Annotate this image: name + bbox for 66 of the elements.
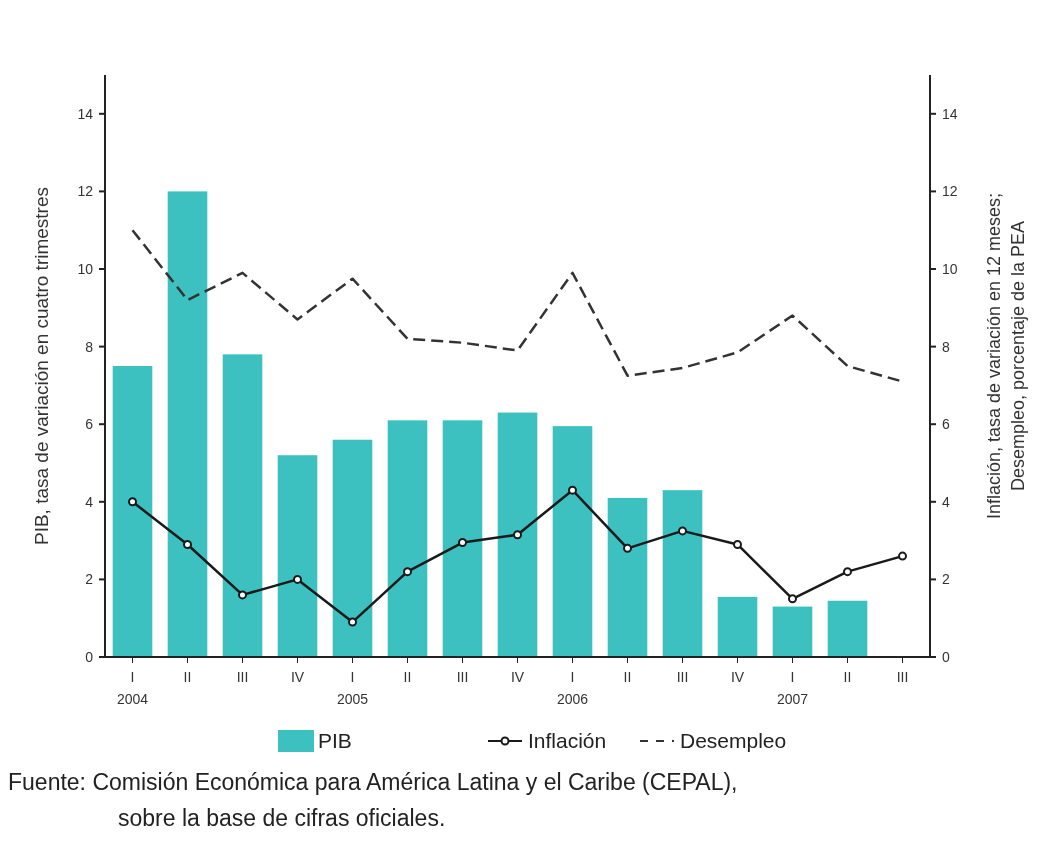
- x-tick-label: IV: [730, 669, 745, 685]
- point: [623, 543, 632, 553]
- bar: [497, 412, 538, 657]
- point: [898, 551, 907, 561]
- point: [403, 567, 412, 577]
- x-tick-label: II: [623, 669, 632, 685]
- legend-label: Desempleo: [680, 729, 787, 753]
- bar: [607, 497, 648, 657]
- x-tick-label: I 2005: [336, 669, 369, 707]
- x-tick-label: II: [183, 669, 192, 685]
- point: [348, 617, 357, 627]
- y2-tick-label: 6: [942, 416, 950, 433]
- x-tick-label: I 2007: [776, 669, 809, 707]
- x-tick-label: III: [896, 669, 909, 685]
- bar: [167, 191, 208, 657]
- y2-tick-label: 0: [942, 648, 950, 665]
- bar: [387, 420, 428, 657]
- bar: [772, 606, 813, 657]
- point: [183, 539, 192, 549]
- y-axis-title: PIB, tasa de variación en cuatro trimestres: [31, 187, 52, 545]
- y-tick-label: 4: [85, 493, 94, 510]
- x-tick-label: I 2004: [116, 669, 149, 707]
- point: [733, 539, 742, 549]
- point: [128, 497, 137, 507]
- y-tick-label: 8: [85, 338, 94, 355]
- bar: [662, 490, 703, 657]
- x-tick-label: IV: [290, 669, 305, 685]
- y2-tick-label: 4: [942, 493, 950, 510]
- bar: [827, 600, 868, 657]
- source-note: Fuente: Comisión Económica para América Latina y el Caribe (CEPAL), sobre la base de cifras oficiales.: [8, 769, 738, 831]
- x-tick-label: II: [843, 669, 852, 685]
- bar: [277, 455, 318, 657]
- y-tick-label: 12: [77, 183, 94, 200]
- y2-tick-label: 10: [942, 260, 958, 277]
- x-tick-label: III: [676, 669, 689, 685]
- y2-tick-label: 2: [942, 571, 950, 588]
- y2-tick-label: 8: [942, 338, 950, 355]
- point: [678, 526, 687, 536]
- legend-label: Inflación: [528, 729, 607, 753]
- point: [458, 538, 467, 548]
- bar: [332, 439, 373, 657]
- x-tick-label: III: [456, 669, 469, 685]
- bar: [222, 354, 263, 657]
- point: [293, 574, 302, 584]
- bar: [717, 596, 758, 657]
- x-tick-label: I 2006: [556, 669, 589, 707]
- x-tick-label: II: [403, 669, 412, 685]
- point: [238, 590, 247, 600]
- y2-tick-label: 12: [942, 183, 958, 200]
- point: [513, 530, 522, 540]
- y-tick-label: 0: [85, 648, 94, 665]
- bar: [552, 426, 593, 657]
- legend-label: PIB: [318, 729, 352, 753]
- bar: [112, 366, 153, 657]
- y-tick-label: 6: [85, 416, 94, 433]
- point: [568, 485, 577, 495]
- x-tick-label: IV: [510, 669, 525, 685]
- bar: [442, 420, 483, 657]
- y-tick-label: 2: [85, 571, 94, 588]
- y-tick-label: 10: [77, 260, 94, 277]
- y2-tick-label: 14: [942, 105, 958, 122]
- y-tick-label: 14: [77, 105, 94, 122]
- y2-axis-title: Inflación, tasa de variación en 12 meses; Desempleo, porcentaje de la PEA: [984, 192, 1028, 520]
- point: [788, 594, 797, 604]
- point: [843, 567, 852, 577]
- x-tick-label: III: [236, 669, 249, 685]
